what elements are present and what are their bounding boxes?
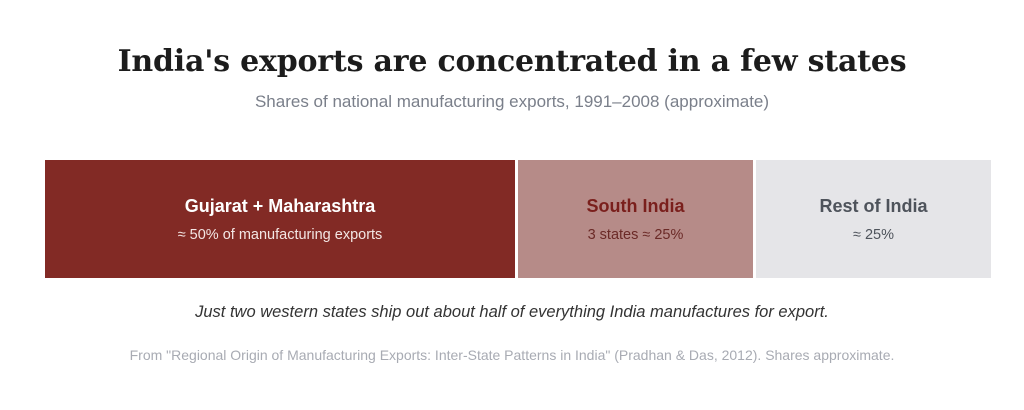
segment-value-label: ≈ 25% xyxy=(852,227,894,243)
segment-label: South India xyxy=(586,196,685,216)
bar-segment-3: Rest of India ≈ 25% xyxy=(756,160,991,278)
bar-segment-1: Gujarat + Maharashtra ≈ 50% of manufactur… xyxy=(45,160,515,278)
chart-title: India's exports are concentrated in a fe… xyxy=(117,44,907,79)
source-note: From "Regional Origin of Manufacturing E… xyxy=(129,347,895,363)
stacked-share-bar: Gujarat + Maharashtra ≈ 50% of manufactur… xyxy=(45,160,991,278)
segment-value-label: ≈ 50% of manufacturing exports xyxy=(177,227,383,243)
segment-label: Rest of India xyxy=(819,196,928,216)
bar-segment-2: South India 3 states ≈ 25% xyxy=(518,160,753,278)
chart-caption: Just two western states ship out about h… xyxy=(195,303,829,321)
segment-value-label: 3 states ≈ 25% xyxy=(587,227,684,243)
chart-subtitle: Shares of national manufacturing exports… xyxy=(254,92,770,111)
segment-label: Gujarat + Maharashtra xyxy=(184,196,376,216)
